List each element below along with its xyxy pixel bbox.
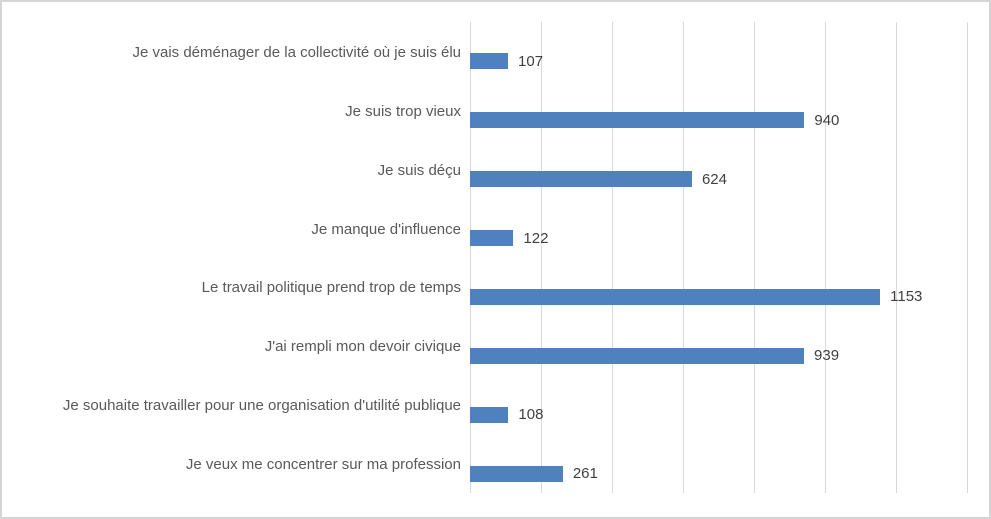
value-label: 261 (572, 465, 598, 483)
bar (470, 230, 514, 247)
bar-track: 261 (470, 444, 968, 503)
category-label: Le travail politique prend trop de temps (201, 279, 461, 297)
gridline (825, 22, 826, 493)
bar (470, 171, 692, 188)
chart-row: Je suis déçu 624 (2, 150, 968, 209)
value-label: 1153 (890, 288, 923, 306)
chart-row: Le travail politique prend trop de temps… (2, 268, 968, 327)
gridline (612, 22, 613, 493)
category-label: Je suis trop vieux (345, 102, 461, 120)
value-label: 940 (814, 111, 840, 129)
category-label: Je vais déménager de la collectivité où … (132, 43, 461, 61)
bar-track: 1153 (470, 268, 968, 327)
value-label: 108 (518, 406, 544, 424)
gridline (967, 22, 968, 493)
chart-row: Je vais déménager de la collectivité où … (2, 32, 968, 91)
value-label: 107 (518, 52, 544, 70)
chart-row: J'ai rempli mon devoir civique 939 (2, 326, 968, 385)
bar (470, 112, 805, 129)
gridline (541, 22, 542, 493)
gridline (754, 22, 755, 493)
category-label: Je manque d'influence (311, 220, 461, 238)
bar (470, 465, 563, 482)
chart-row: Je manque d'influence 122 (2, 209, 968, 268)
value-label: 624 (701, 170, 727, 188)
gridline (683, 22, 684, 493)
category-label: J'ai rempli mon devoir civique (264, 338, 461, 356)
bar-track: 107 (470, 32, 968, 91)
bar-track: 940 (470, 91, 968, 150)
gridline (896, 22, 897, 493)
bar (470, 347, 805, 364)
value-label: 122 (523, 229, 549, 247)
bar (470, 406, 509, 423)
chart-row: Je souhaite travailler pour une organisa… (2, 385, 968, 444)
gridlines (470, 22, 968, 493)
category-label: Je souhaite travailler pour une organisa… (62, 397, 461, 415)
category-label: Je veux me concentrer sur ma profession (185, 456, 461, 474)
bar-track: 624 (470, 150, 968, 209)
bar-track: 108 (470, 385, 968, 444)
bar (470, 288, 881, 305)
gridline (470, 22, 471, 493)
value-label: 939 (814, 347, 840, 365)
chart-rows: Je vais déménager de la collectivité où … (2, 32, 968, 503)
category-label: Je suis déçu (377, 161, 461, 179)
bar-track: 939 (470, 326, 968, 385)
chart-row: Je veux me concentrer sur ma profession … (2, 444, 968, 503)
chart-row: Je suis trop vieux 940 (2, 91, 968, 150)
bar-track: 122 (470, 209, 968, 268)
bar (470, 53, 509, 70)
